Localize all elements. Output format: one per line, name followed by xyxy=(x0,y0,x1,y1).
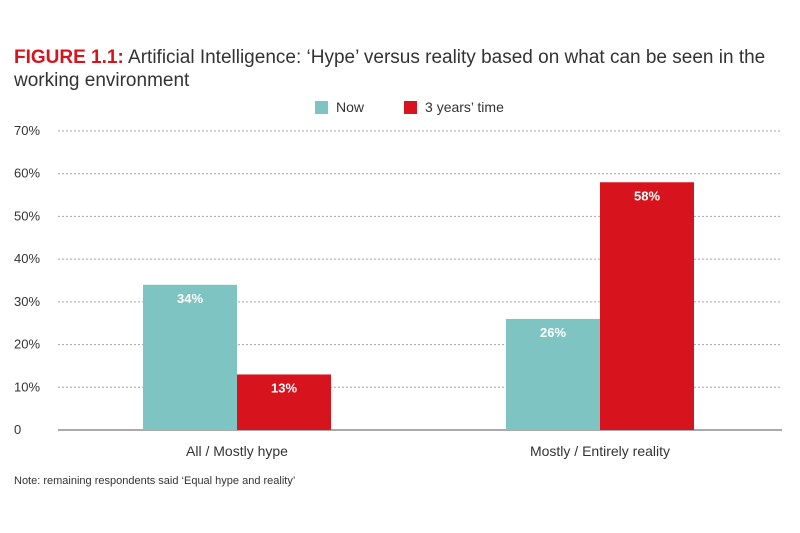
data-label: 34% xyxy=(177,291,203,306)
y-tick-label: 10% xyxy=(14,379,40,394)
figure-title-text: Artificial Intelligence: ‘Hype’ versus r… xyxy=(14,47,766,91)
y-tick-label: 0 xyxy=(14,422,21,437)
y-tick-label: 30% xyxy=(14,294,40,309)
y-tick-label: 70% xyxy=(14,123,40,138)
data-label: 58% xyxy=(634,188,660,203)
bar-now-0 xyxy=(143,284,237,430)
legend-item-now: Now xyxy=(315,99,364,115)
data-label: 13% xyxy=(271,380,297,395)
legend-label-3-years: 3 years’ time xyxy=(425,99,504,115)
chart-note: Note: remaining respondents said ‘Equal … xyxy=(14,475,296,487)
y-tick-label: 60% xyxy=(14,166,40,181)
y-tick-label: 50% xyxy=(14,208,40,223)
x-category-label: All / Mostly hype xyxy=(186,443,288,459)
legend-swatch-now xyxy=(315,100,328,114)
legend-item-3-years: 3 years’ time xyxy=(404,99,504,115)
figure-label: FIGURE 1.1: xyxy=(14,47,124,68)
x-category-label: Mostly / Entirely reality xyxy=(530,443,670,459)
y-tick-label: 40% xyxy=(14,251,40,266)
legend-swatch-3-years xyxy=(404,100,418,114)
legend-label-now: Now xyxy=(336,99,365,115)
bar-now-1 xyxy=(506,318,600,430)
y-tick-label: 20% xyxy=(14,337,40,352)
data-label: 26% xyxy=(540,325,566,340)
bar-3-years-0 xyxy=(237,374,331,430)
chart-legend: Now 3 years’ time xyxy=(315,98,544,116)
chart-title: FIGURE 1.1: Artificial Intelligence: ‘Hy… xyxy=(14,46,784,92)
bar-3-years-1 xyxy=(600,182,694,430)
